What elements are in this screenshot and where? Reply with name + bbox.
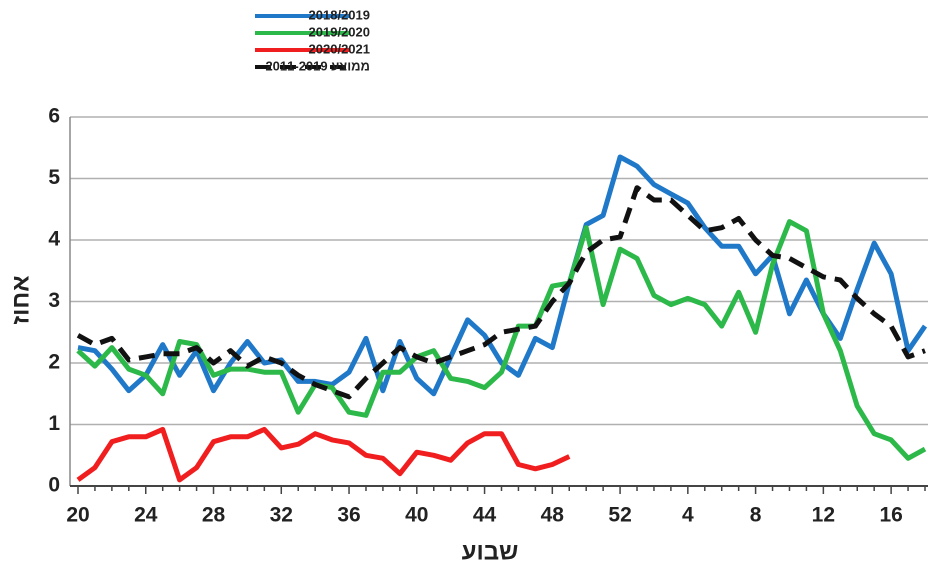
series-line xyxy=(77,154,928,397)
y-axis-label: אחוז xyxy=(7,275,34,324)
y-tick-label: 2 xyxy=(48,351,60,374)
x-tick-label: 32 xyxy=(270,504,293,527)
legend-label: 2020/2021 xyxy=(309,41,370,56)
x-tick-label: 20 xyxy=(66,504,89,527)
x-tick-label: 4 xyxy=(682,504,694,527)
y-tick-label: 5 xyxy=(48,166,60,189)
series-line xyxy=(76,185,926,400)
x-tick-label: 40 xyxy=(405,504,428,527)
x-tick-label: 24 xyxy=(134,504,158,527)
x-tick-label: 16 xyxy=(879,504,902,527)
y-tick-label: 3 xyxy=(48,289,60,312)
x-tick-label: 52 xyxy=(608,504,631,527)
x-tick-label: 36 xyxy=(337,504,360,527)
y-tick-label: 1 xyxy=(48,412,60,435)
x-tick-label: 48 xyxy=(541,504,565,527)
x-tick-label: 28 xyxy=(202,504,226,527)
legend-label: 2018/2019 xyxy=(309,7,370,22)
series-line xyxy=(76,426,571,483)
series-line xyxy=(76,219,927,461)
x-tick-label: 12 xyxy=(812,504,835,527)
legend-label: ממוצע 2011-2019 xyxy=(265,58,370,73)
y-tick-label: 4 xyxy=(48,228,60,251)
y-tick-label: 6 xyxy=(48,105,60,128)
x-tick-label: 8 xyxy=(750,504,762,527)
legend-label: 2019/2020 xyxy=(309,24,370,39)
y-tick-label: 0 xyxy=(48,474,60,497)
x-axis-label: שבוע xyxy=(462,538,519,565)
x-tick-label: 44 xyxy=(473,504,497,527)
